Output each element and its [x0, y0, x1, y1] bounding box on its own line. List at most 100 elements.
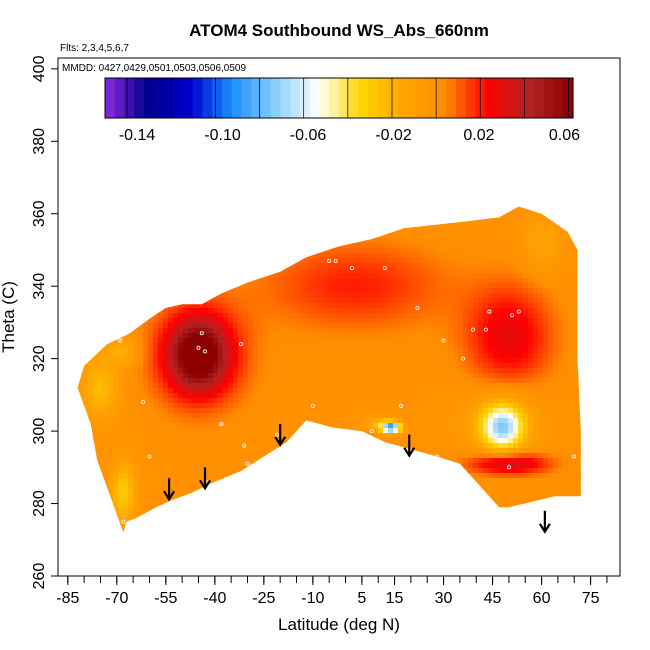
- heatmap-cell: [248, 468, 254, 474]
- heatmap-cell: [198, 403, 204, 409]
- heatmap-cell: [278, 503, 284, 509]
- heatmap-cell: [143, 313, 149, 319]
- heatmap-cell: [128, 443, 134, 449]
- heatmap-cell: [73, 103, 79, 109]
- heatmap-cell: [258, 118, 264, 124]
- heatmap-cell: [158, 473, 164, 479]
- heatmap-cell: [173, 533, 179, 539]
- heatmap-cell: [58, 503, 64, 509]
- heatmap-cell: [148, 528, 154, 533]
- heatmap-cell: [58, 158, 64, 164]
- heatmap-cell: [293, 543, 299, 549]
- heatmap-cell: [93, 348, 99, 354]
- heatmap-cell: [208, 243, 214, 249]
- heatmap-cell: [198, 283, 204, 289]
- heatmap-cell: [108, 353, 114, 359]
- heatmap-cell: [168, 213, 174, 219]
- heatmap-cell: [158, 133, 164, 139]
- heatmap-cell: [283, 323, 289, 329]
- heatmap-cell: [118, 173, 124, 179]
- heatmap-cell: [103, 248, 109, 254]
- heatmap-cell: [178, 498, 184, 504]
- heatmap-cell: [113, 273, 119, 279]
- heatmap-cell: [148, 153, 154, 159]
- heatmap-cell: [233, 208, 239, 214]
- heatmap-cell: [183, 363, 189, 369]
- heatmap-cell: [78, 528, 84, 533]
- heatmap-cell: [77, 473, 79, 479]
- heatmap-cell: [163, 458, 169, 464]
- heatmap-cell: [78, 98, 84, 104]
- heatmap-cell: [113, 528, 119, 533]
- heatmap-cell: [98, 288, 104, 294]
- heatmap-cell: [73, 193, 79, 199]
- heatmap-cell: [203, 448, 209, 454]
- heatmap-cell: [293, 408, 299, 414]
- heatmap-cell: [263, 378, 269, 384]
- heatmap-cell: [288, 258, 294, 264]
- heatmap-cell: [283, 528, 289, 533]
- heatmap-cell: [288, 273, 294, 279]
- heatmap-cell: [163, 168, 169, 174]
- heatmap-cell: [248, 393, 254, 399]
- heatmap-cell: [138, 478, 144, 484]
- heatmap-cell: [293, 433, 299, 439]
- heatmap-cell: [193, 188, 199, 194]
- heatmap-cell: [278, 323, 284, 329]
- heatmap-cell: [288, 323, 294, 329]
- heatmap-cell: [268, 543, 274, 549]
- heatmap-cell: [283, 268, 289, 274]
- heatmap-cell: [188, 233, 194, 239]
- heatmap-cell: [258, 218, 264, 224]
- heatmap-cell: [188, 228, 194, 234]
- heatmap-cell: [58, 423, 64, 429]
- heatmap-cell: [148, 323, 154, 329]
- heatmap-cell: [173, 213, 179, 219]
- heatmap-cell: [188, 248, 194, 254]
- heatmap-cell: [108, 473, 114, 479]
- heatmap-cell: [113, 198, 119, 204]
- heatmap-cell: [218, 283, 224, 289]
- heatmap-cell: [113, 283, 119, 289]
- heatmap-cell: [178, 568, 184, 574]
- heatmap-cell: [228, 508, 234, 514]
- heatmap-cell: [288, 383, 294, 389]
- heatmap-cell: [233, 228, 239, 234]
- heatmap-cell: [168, 278, 174, 284]
- heatmap-cell: [148, 388, 154, 394]
- heatmap-cell: [248, 368, 254, 374]
- heatmap-cell: [153, 493, 159, 499]
- heatmap-cell: [88, 543, 94, 549]
- heatmap-cell: [198, 313, 204, 319]
- heatmap-cell: [78, 128, 84, 134]
- heatmap-cell: [203, 168, 209, 174]
- heatmap-cell: [138, 533, 144, 539]
- heatmap-cell: [108, 508, 114, 514]
- heatmap-cell: [68, 563, 74, 569]
- heatmap-cell: [273, 278, 279, 284]
- heatmap-cell: [113, 298, 119, 304]
- heatmap-cell: [63, 123, 69, 129]
- heatmap-cell: [233, 558, 239, 564]
- heatmap-cell: [268, 118, 274, 124]
- heatmap-cell: [198, 408, 204, 414]
- heatmap-cell: [228, 293, 234, 299]
- heatmap-cell: [273, 568, 279, 574]
- heatmap-cell: [58, 508, 64, 514]
- heatmap-cell: [218, 488, 224, 494]
- heatmap-cell: [263, 163, 269, 169]
- heatmap-cell: [168, 328, 174, 334]
- heatmap-cell: [273, 298, 279, 304]
- heatmap-cell: [88, 148, 94, 154]
- heatmap-cell: [223, 563, 229, 569]
- heatmap-cell: [148, 553, 154, 559]
- heatmap-cell: [258, 258, 264, 264]
- heatmap-cell: [173, 398, 179, 404]
- heatmap-cell: [238, 193, 244, 199]
- heatmap-cell: [58, 553, 64, 559]
- heatmap-cell: [93, 328, 99, 334]
- heatmap-cell: [168, 123, 174, 129]
- heatmap-cell: [78, 218, 84, 224]
- heatmap-cell: [63, 503, 69, 509]
- heatmap-cell: [68, 418, 74, 424]
